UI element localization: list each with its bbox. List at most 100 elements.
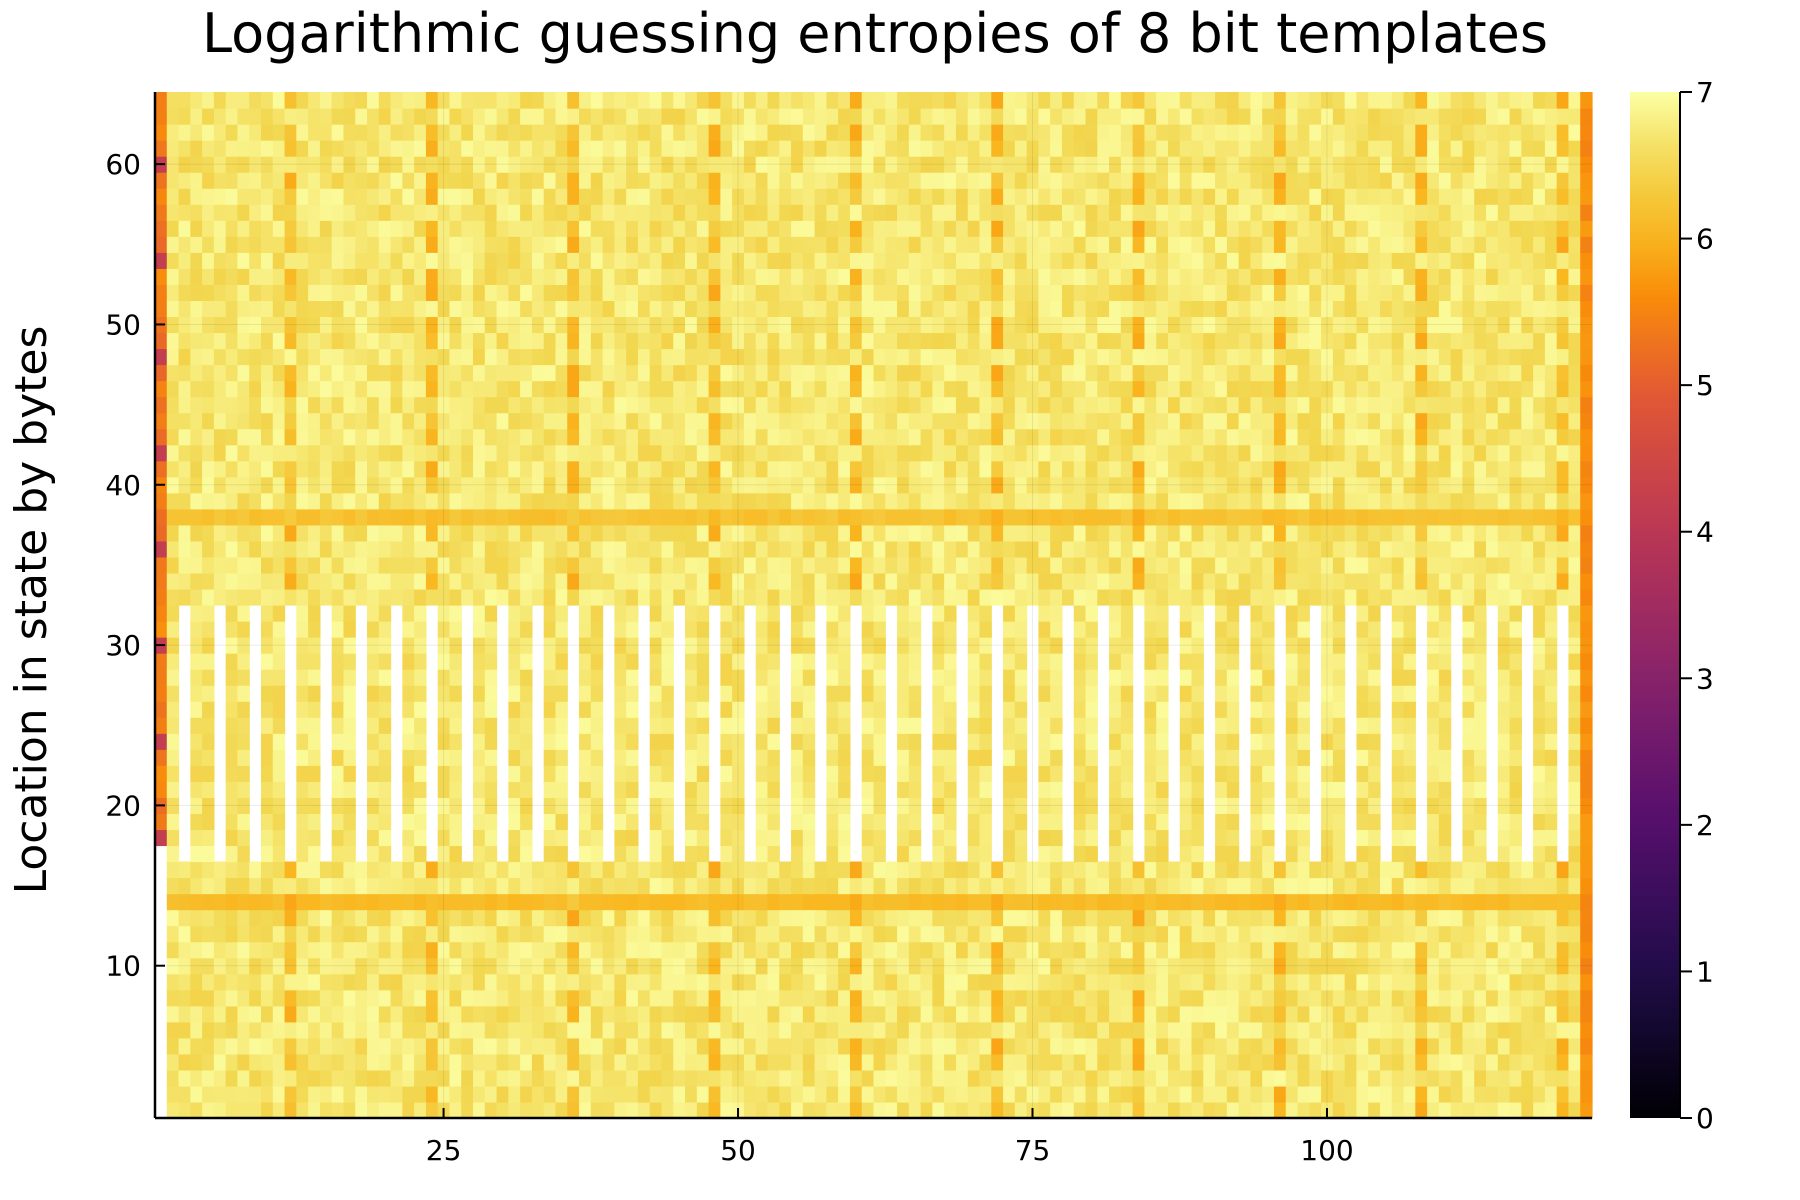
heatmap-cell xyxy=(296,909,309,927)
heatmap-cell xyxy=(1038,685,1051,702)
heatmap-cell xyxy=(190,957,203,975)
heatmap-cell xyxy=(897,252,910,269)
heatmap-cell xyxy=(661,220,674,237)
heatmap-cell xyxy=(343,1021,356,1039)
heatmap-cell xyxy=(649,765,663,782)
heatmap-cell xyxy=(685,348,698,366)
heatmap-cell xyxy=(520,1037,533,1055)
heatmap-cell xyxy=(626,685,639,702)
heatmap-cell xyxy=(637,332,651,350)
heatmap-cell xyxy=(166,476,180,494)
heatmap-cell xyxy=(237,540,250,558)
heatmap-cell xyxy=(1003,1037,1016,1055)
heatmap-cell xyxy=(414,140,427,157)
heatmap-cell xyxy=(1085,396,1098,414)
heatmap-cell xyxy=(720,973,733,991)
heatmap-cell xyxy=(991,108,1004,125)
heatmap-cell xyxy=(1085,316,1098,334)
heatmap-cell xyxy=(414,1101,427,1119)
heatmap-cell xyxy=(838,412,851,430)
heatmap-cell xyxy=(237,733,250,750)
heatmap-cell xyxy=(1014,669,1028,686)
heatmap-cell xyxy=(308,140,321,157)
heatmap-cell xyxy=(897,524,910,542)
heatmap-cell xyxy=(367,444,380,462)
heatmap-cell xyxy=(531,877,545,895)
heatmap-cell xyxy=(602,332,615,350)
heatmap-cell xyxy=(461,460,474,478)
heatmap-cell xyxy=(637,220,651,237)
heatmap-cell xyxy=(661,476,674,494)
heatmap-cell xyxy=(402,108,415,125)
heatmap-cell xyxy=(155,268,168,285)
heatmap-cell xyxy=(579,637,592,654)
heatmap-cell xyxy=(437,893,451,911)
heatmap-cell xyxy=(461,909,474,927)
heatmap-cell xyxy=(614,1037,627,1055)
heatmap-cell xyxy=(319,92,333,109)
heatmap-cell xyxy=(767,989,780,1007)
heatmap-cell xyxy=(484,364,498,382)
heatmap-cell xyxy=(1073,749,1087,766)
heatmap-cell xyxy=(178,1005,191,1023)
heatmap-cell xyxy=(531,300,545,318)
heatmap-cell xyxy=(673,973,686,991)
heatmap-cell xyxy=(838,508,851,526)
heatmap-cell xyxy=(449,204,462,221)
heatmap-cell xyxy=(602,300,615,318)
heatmap-cell xyxy=(579,460,592,478)
heatmap-cell xyxy=(237,1085,250,1103)
heatmap-cell xyxy=(685,973,698,991)
heatmap-cell xyxy=(1144,588,1157,606)
heatmap-cell xyxy=(814,348,827,366)
heatmap-cell xyxy=(661,236,674,253)
heatmap-cell xyxy=(861,685,875,702)
heatmap-cell xyxy=(178,220,191,237)
heatmap-cell xyxy=(991,348,1004,366)
heatmap-cell xyxy=(849,957,863,975)
heatmap-cell xyxy=(614,829,627,847)
heatmap-cell xyxy=(237,444,250,462)
heatmap-cell xyxy=(355,508,368,526)
heatmap-cell xyxy=(1144,1101,1157,1119)
heatmap-cell xyxy=(1003,108,1016,125)
heatmap-cell xyxy=(237,861,250,879)
heatmap-cell xyxy=(555,1053,568,1071)
heatmap-cell xyxy=(1073,781,1087,798)
heatmap-cell xyxy=(579,540,592,558)
heatmap-cell xyxy=(225,717,239,734)
heatmap-cell xyxy=(579,124,592,141)
heatmap-cell xyxy=(696,140,710,157)
heatmap-cell xyxy=(213,204,227,221)
heatmap-cell xyxy=(861,669,875,686)
heatmap-cell xyxy=(826,204,839,221)
heatmap-cell xyxy=(1026,124,1039,141)
heatmap-cell xyxy=(1109,909,1122,927)
heatmap-cell xyxy=(520,877,533,895)
heatmap-cell xyxy=(237,252,250,269)
heatmap-cell xyxy=(202,1085,215,1103)
heatmap-cell xyxy=(1120,653,1134,670)
heatmap-cell xyxy=(649,476,663,494)
heatmap-cell xyxy=(614,508,627,526)
heatmap-cell xyxy=(932,1021,945,1039)
heatmap-cell xyxy=(508,108,521,125)
heatmap-cell xyxy=(590,1101,604,1119)
heatmap-cell xyxy=(590,364,604,382)
heatmap-cell xyxy=(1014,925,1028,943)
heatmap-cell xyxy=(367,300,380,318)
heatmap-cell xyxy=(202,829,215,847)
heatmap-cell xyxy=(991,1101,1004,1119)
heatmap-cell xyxy=(473,588,486,606)
heatmap-cell xyxy=(343,172,356,189)
heatmap-cell xyxy=(861,460,875,478)
heatmap-cell xyxy=(849,556,863,574)
heatmap-cell xyxy=(508,220,521,237)
heatmap-cell xyxy=(284,957,297,975)
heatmap-cell xyxy=(284,412,297,430)
heatmap-cell xyxy=(626,1069,639,1087)
heatmap-cell xyxy=(590,508,604,526)
heatmap-cell xyxy=(414,220,427,237)
heatmap-cell xyxy=(1014,717,1028,734)
heatmap-cell xyxy=(802,556,816,574)
